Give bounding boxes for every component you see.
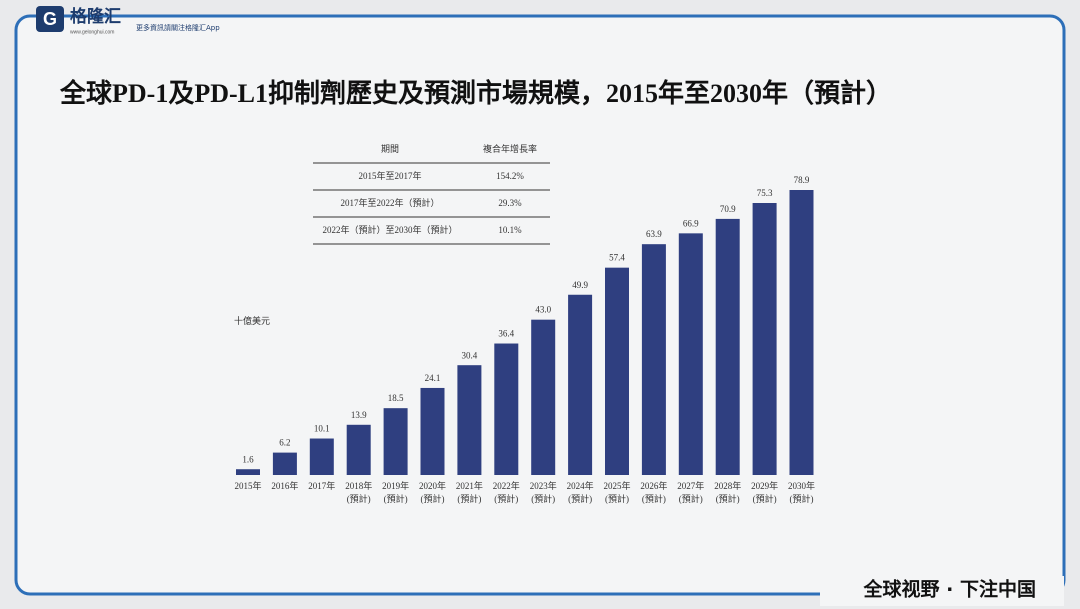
x-tick-note: (預計) [568, 493, 592, 504]
logo-url: www.gelonghui.com [70, 29, 114, 35]
x-tick-label: 2026年 [640, 480, 667, 491]
table-cell: 29.3% [498, 198, 522, 208]
logo-letter: G [43, 9, 57, 29]
x-tick-note: (預計) [494, 493, 518, 504]
bar [568, 294, 593, 475]
logo-text: 格隆汇 [70, 6, 121, 27]
bar [236, 469, 260, 475]
value-label: 66.9 [683, 218, 699, 228]
x-tick-label: 2030年 [788, 480, 815, 491]
x-tick-note: (預計) [605, 493, 629, 504]
x-tick-label: 2023年 [530, 480, 557, 491]
x-tick-note: (預計) [642, 493, 666, 504]
x-tick-label: 2025年 [603, 480, 630, 491]
value-label: 43.0 [535, 305, 551, 315]
x-tick-note: (預計) [790, 493, 814, 504]
bar [346, 424, 371, 475]
table-header: 複合年增長率 [483, 143, 537, 154]
bar [715, 218, 740, 475]
bar [531, 319, 556, 475]
x-tick-label: 2022年 [493, 480, 520, 491]
x-tick-label: 2019年 [382, 480, 409, 491]
value-label: 1.6 [242, 454, 254, 464]
x-tick-note: (預計) [531, 493, 555, 504]
value-label: 57.4 [609, 253, 625, 263]
x-tick-label: 2018年 [345, 480, 372, 491]
chart-title: 全球PD-1及PD-L1抑制劑歷史及預測市場規模，2015年至2030年（預計） [59, 78, 892, 108]
value-label: 49.9 [572, 280, 588, 290]
bar [641, 244, 666, 475]
x-tick-label: 2017年 [308, 480, 335, 491]
table-cell: 2015年至2017年 [358, 170, 421, 181]
bar [494, 343, 519, 475]
x-tick-note: (預計) [716, 493, 740, 504]
x-tick-label: 2027年 [677, 480, 704, 491]
value-label: 6.2 [279, 438, 290, 448]
table-cell: 10.1% [498, 225, 522, 235]
value-label: 24.1 [425, 373, 441, 383]
bar [789, 190, 814, 475]
x-tick-note: (預計) [679, 493, 703, 504]
table-header: 期間 [381, 144, 399, 154]
bar [383, 408, 408, 475]
table-cell: 154.2% [496, 171, 524, 181]
table-cell: 2022年（預計）至2030年（預計） [322, 224, 457, 235]
x-tick-label: 2029年 [751, 480, 778, 491]
footer-bg [820, 576, 1064, 606]
value-label: 36.4 [498, 329, 514, 339]
bar [752, 203, 777, 476]
value-label: 75.3 [757, 188, 773, 198]
x-tick-note: (預計) [384, 493, 408, 504]
bar [605, 267, 629, 475]
value-label: 78.9 [794, 175, 810, 185]
x-tick-note: (預計) [753, 493, 777, 504]
value-label: 18.5 [388, 393, 404, 403]
bar [420, 387, 445, 475]
bar [272, 452, 297, 475]
bar [309, 438, 334, 475]
x-tick-label: 2020年 [419, 480, 446, 491]
x-tick-note: (預計) [421, 493, 445, 504]
footer: 全球视野 · 下注中国 [863, 578, 1036, 601]
value-label: 30.4 [462, 350, 478, 360]
value-label: 63.9 [646, 229, 662, 239]
x-tick-label: 2028年 [714, 480, 741, 491]
x-tick-label: 2021年 [456, 480, 483, 491]
x-tick-label: 2015年 [234, 480, 261, 491]
value-label: 10.1 [314, 424, 330, 434]
logo-icon [36, 6, 64, 32]
bar [457, 365, 482, 475]
x-tick-note: (預計) [457, 493, 481, 504]
table-cell: 2017年至2022年（預計） [340, 197, 439, 208]
value-label: 70.9 [720, 204, 736, 214]
bar [678, 233, 703, 475]
tagline: 更多資訊請關注格隆汇App [136, 23, 220, 32]
x-tick-note: (預計) [347, 493, 371, 504]
y-unit: 十億美元 [234, 315, 270, 326]
x-tick-label: 2016年 [271, 480, 298, 491]
value-label: 13.9 [351, 410, 367, 420]
x-tick-label: 2024年 [567, 480, 594, 491]
